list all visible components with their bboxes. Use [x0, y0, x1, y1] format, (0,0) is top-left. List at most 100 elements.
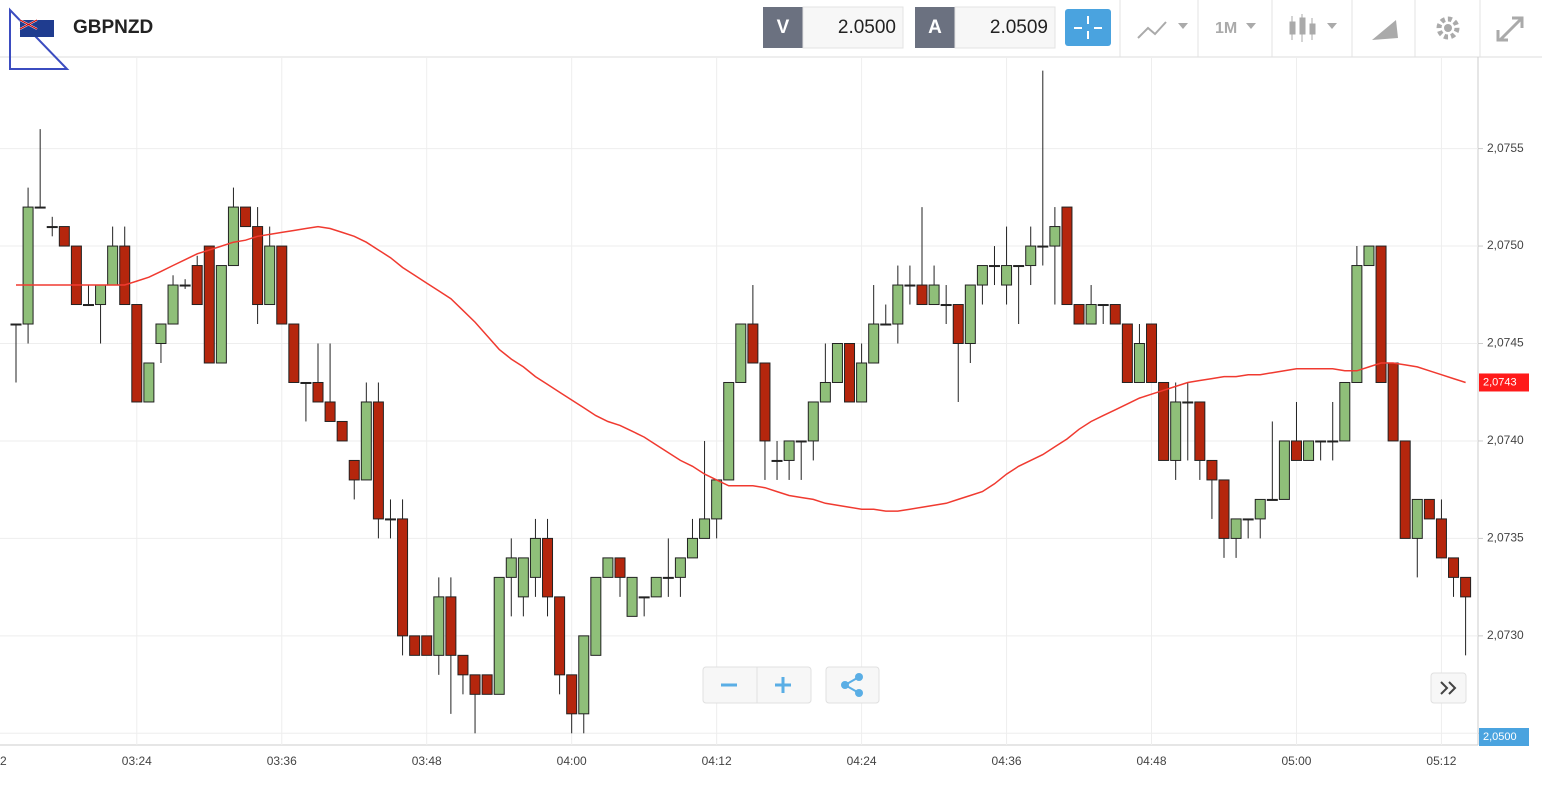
- candle-body: [831, 343, 843, 383]
- candle-body: [421, 635, 433, 656]
- candle-body: [1254, 498, 1266, 520]
- x-tick-label: 05:00: [1281, 754, 1311, 768]
- x-tick-label: 03:48: [412, 754, 442, 768]
- candle-body: [904, 284, 916, 287]
- scroll-end-icon: [1440, 681, 1457, 695]
- candle-icon[interactable]: [1289, 14, 1316, 42]
- candle-body: [336, 420, 348, 442]
- candle-body: [384, 518, 396, 521]
- candle-body: [1375, 245, 1387, 383]
- price-tag: 2,0743: [1483, 376, 1517, 388]
- candle-body: [10, 323, 22, 326]
- candle-body: [1182, 401, 1194, 404]
- candle-body: [143, 362, 155, 403]
- bid-box[interactable]: [802, 6, 904, 49]
- x-tick-label: 03:36: [267, 754, 297, 768]
- candle-body: [1073, 304, 1085, 325]
- candle-body: [1411, 498, 1423, 539]
- candle-body: [614, 557, 626, 578]
- candle-body: [95, 284, 107, 306]
- candle-body: [1133, 343, 1145, 383]
- x-tick-label: 04:00: [557, 754, 587, 768]
- candle-body: [868, 323, 880, 364]
- candle-body: [759, 362, 771, 442]
- candle-body: [227, 206, 239, 267]
- candle-body: [240, 206, 252, 228]
- candle-body: [602, 557, 614, 578]
- candle-body: [1025, 245, 1037, 267]
- candle-body: [1448, 557, 1460, 578]
- candle-body: [988, 265, 1000, 268]
- scroll-end-button[interactable]: [1430, 672, 1467, 704]
- candle-body: [1001, 265, 1013, 286]
- x-tick-label: 04:12: [702, 754, 732, 768]
- candle-body: [34, 206, 46, 209]
- candle-body: [807, 401, 819, 442]
- bid-label: V: [777, 17, 790, 38]
- y-tick-label: 2,0740: [1487, 433, 1524, 447]
- candle-body: [952, 304, 964, 345]
- bid-price: 2.0500: [838, 17, 896, 38]
- candle-body: [58, 226, 70, 247]
- candle-body: [1339, 381, 1351, 442]
- candle-body: [215, 265, 227, 364]
- candle-body: [1303, 440, 1315, 461]
- candle-body: [131, 304, 143, 403]
- share-dot: [855, 673, 863, 681]
- candle-body: [82, 304, 94, 307]
- candle-body: [481, 674, 493, 695]
- candle-body: [191, 265, 203, 306]
- candle-body: [747, 323, 759, 364]
- candle-body: [1194, 401, 1206, 461]
- ask-label-box: [915, 7, 955, 48]
- candle-body: [1460, 576, 1472, 598]
- candle-body: [276, 245, 288, 325]
- y-tick-label: 2,0730: [1487, 628, 1524, 642]
- share-button[interactable]: [825, 666, 880, 704]
- draw-icon[interactable]: [1372, 20, 1398, 40]
- settings-icon[interactable]: [1436, 16, 1460, 40]
- x-tick-label: 03:24: [122, 754, 152, 768]
- candle-body: [288, 323, 300, 383]
- candle-body: [892, 284, 904, 325]
- chart-type-icon[interactable]: [1137, 21, 1167, 39]
- share-dot: [841, 681, 849, 689]
- ask-label: A: [928, 17, 942, 38]
- candle-body: [566, 674, 578, 715]
- timeframe[interactable]: 1M: [1215, 20, 1237, 37]
- price-tag-bg: [1479, 373, 1529, 392]
- crosshair-button[interactable]: [1065, 9, 1111, 46]
- candle-body: [1423, 498, 1435, 520]
- fullscreen-icon[interactable]: [1496, 16, 1524, 42]
- candle-body: [1351, 265, 1363, 383]
- candle-body: [1242, 518, 1254, 521]
- candle-body: [324, 401, 336, 422]
- candle-body: [107, 245, 119, 286]
- y-tick-label: 2,0745: [1487, 336, 1524, 350]
- candle-body: [686, 537, 698, 559]
- candle-body: [372, 401, 384, 520]
- candle-body: [1327, 440, 1339, 443]
- candle-body: [590, 576, 602, 656]
- candle-body: [844, 343, 856, 403]
- candle-body: [1170, 401, 1182, 461]
- candle-body: [1146, 323, 1158, 383]
- candle-body: [252, 226, 264, 306]
- price-tag: 2,0500: [1483, 731, 1517, 743]
- x-tick-label: 04:24: [847, 754, 877, 768]
- symbol: GBPNZD: [73, 17, 153, 38]
- candle-body: [699, 518, 711, 539]
- candle-body: [916, 284, 928, 306]
- plot: 2,07252,07302,07352,07402,07452,07502,07…: [0, 57, 1524, 768]
- x-tick-label: 05:12: [1426, 754, 1456, 768]
- candle-body: [542, 537, 554, 598]
- candle-body: [312, 381, 324, 403]
- ask-box[interactable]: [954, 6, 1056, 49]
- candle-body: [626, 576, 638, 617]
- zoom-in[interactable]: [775, 677, 791, 693]
- candle-body: [819, 381, 831, 403]
- candle-body: [940, 304, 952, 307]
- candle-body: [493, 576, 505, 695]
- candle-body: [1387, 362, 1399, 442]
